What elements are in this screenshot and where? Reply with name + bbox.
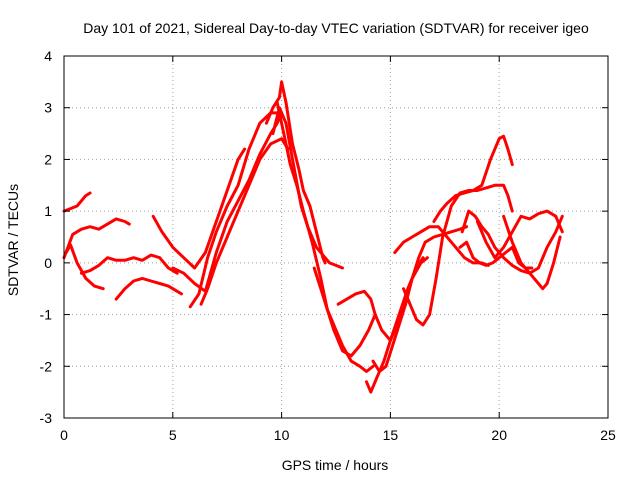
y-tick-label: 1 (44, 203, 52, 219)
y-axis-label: SDTVAR / TECUs (5, 184, 21, 296)
series-pass-p (371, 225, 469, 373)
series-pass-r (402, 183, 514, 327)
series-pass-l (275, 101, 375, 373)
x-tick-label: 5 (169, 427, 177, 443)
grid-lines (64, 56, 608, 418)
axis-ticks (63, 55, 609, 419)
series-pass-a (62, 191, 92, 213)
y-tick-label: -1 (40, 307, 53, 323)
series-pass-w (502, 214, 562, 291)
x-axis-label: GPS time / hours (282, 457, 389, 473)
series-pass-c (62, 217, 131, 260)
series-pass-s (432, 134, 514, 223)
y-tick-label: 4 (44, 48, 52, 64)
series-pass-m (312, 266, 377, 358)
y-tick-label: 3 (44, 100, 52, 116)
x-tick-label: 25 (600, 427, 616, 443)
data-traces (62, 80, 564, 394)
plot-frame (63, 55, 609, 419)
series-pass-v (475, 209, 564, 260)
x-tick-labels: 0 5 10 15 20 25 (60, 427, 616, 443)
series-pass-f (151, 147, 247, 270)
y-tick-label: 0 (44, 255, 52, 271)
x-tick-label: 20 (491, 427, 507, 443)
x-tick-label: 15 (383, 427, 399, 443)
x-tick-label: 0 (60, 427, 68, 443)
series-pass-i (199, 137, 290, 306)
y-tick-labels: -3 -2 -1 0 1 2 3 4 (40, 48, 53, 426)
y-tick-label: -2 (40, 358, 53, 374)
series-pass-g (171, 111, 284, 293)
series-pass-o (365, 256, 425, 394)
y-tick-label: -3 (40, 410, 53, 426)
series-pass-d (79, 253, 179, 275)
series-pass-j (264, 80, 327, 265)
chart-title: Day 101 of 2021, Sidereal Day-to-day VTE… (83, 20, 589, 36)
series-pass-u (460, 209, 564, 275)
y-tick-label: 2 (44, 151, 52, 167)
series-pass-h (188, 111, 279, 309)
series-pass-e (114, 276, 183, 301)
x-tick-label: 10 (274, 427, 290, 443)
